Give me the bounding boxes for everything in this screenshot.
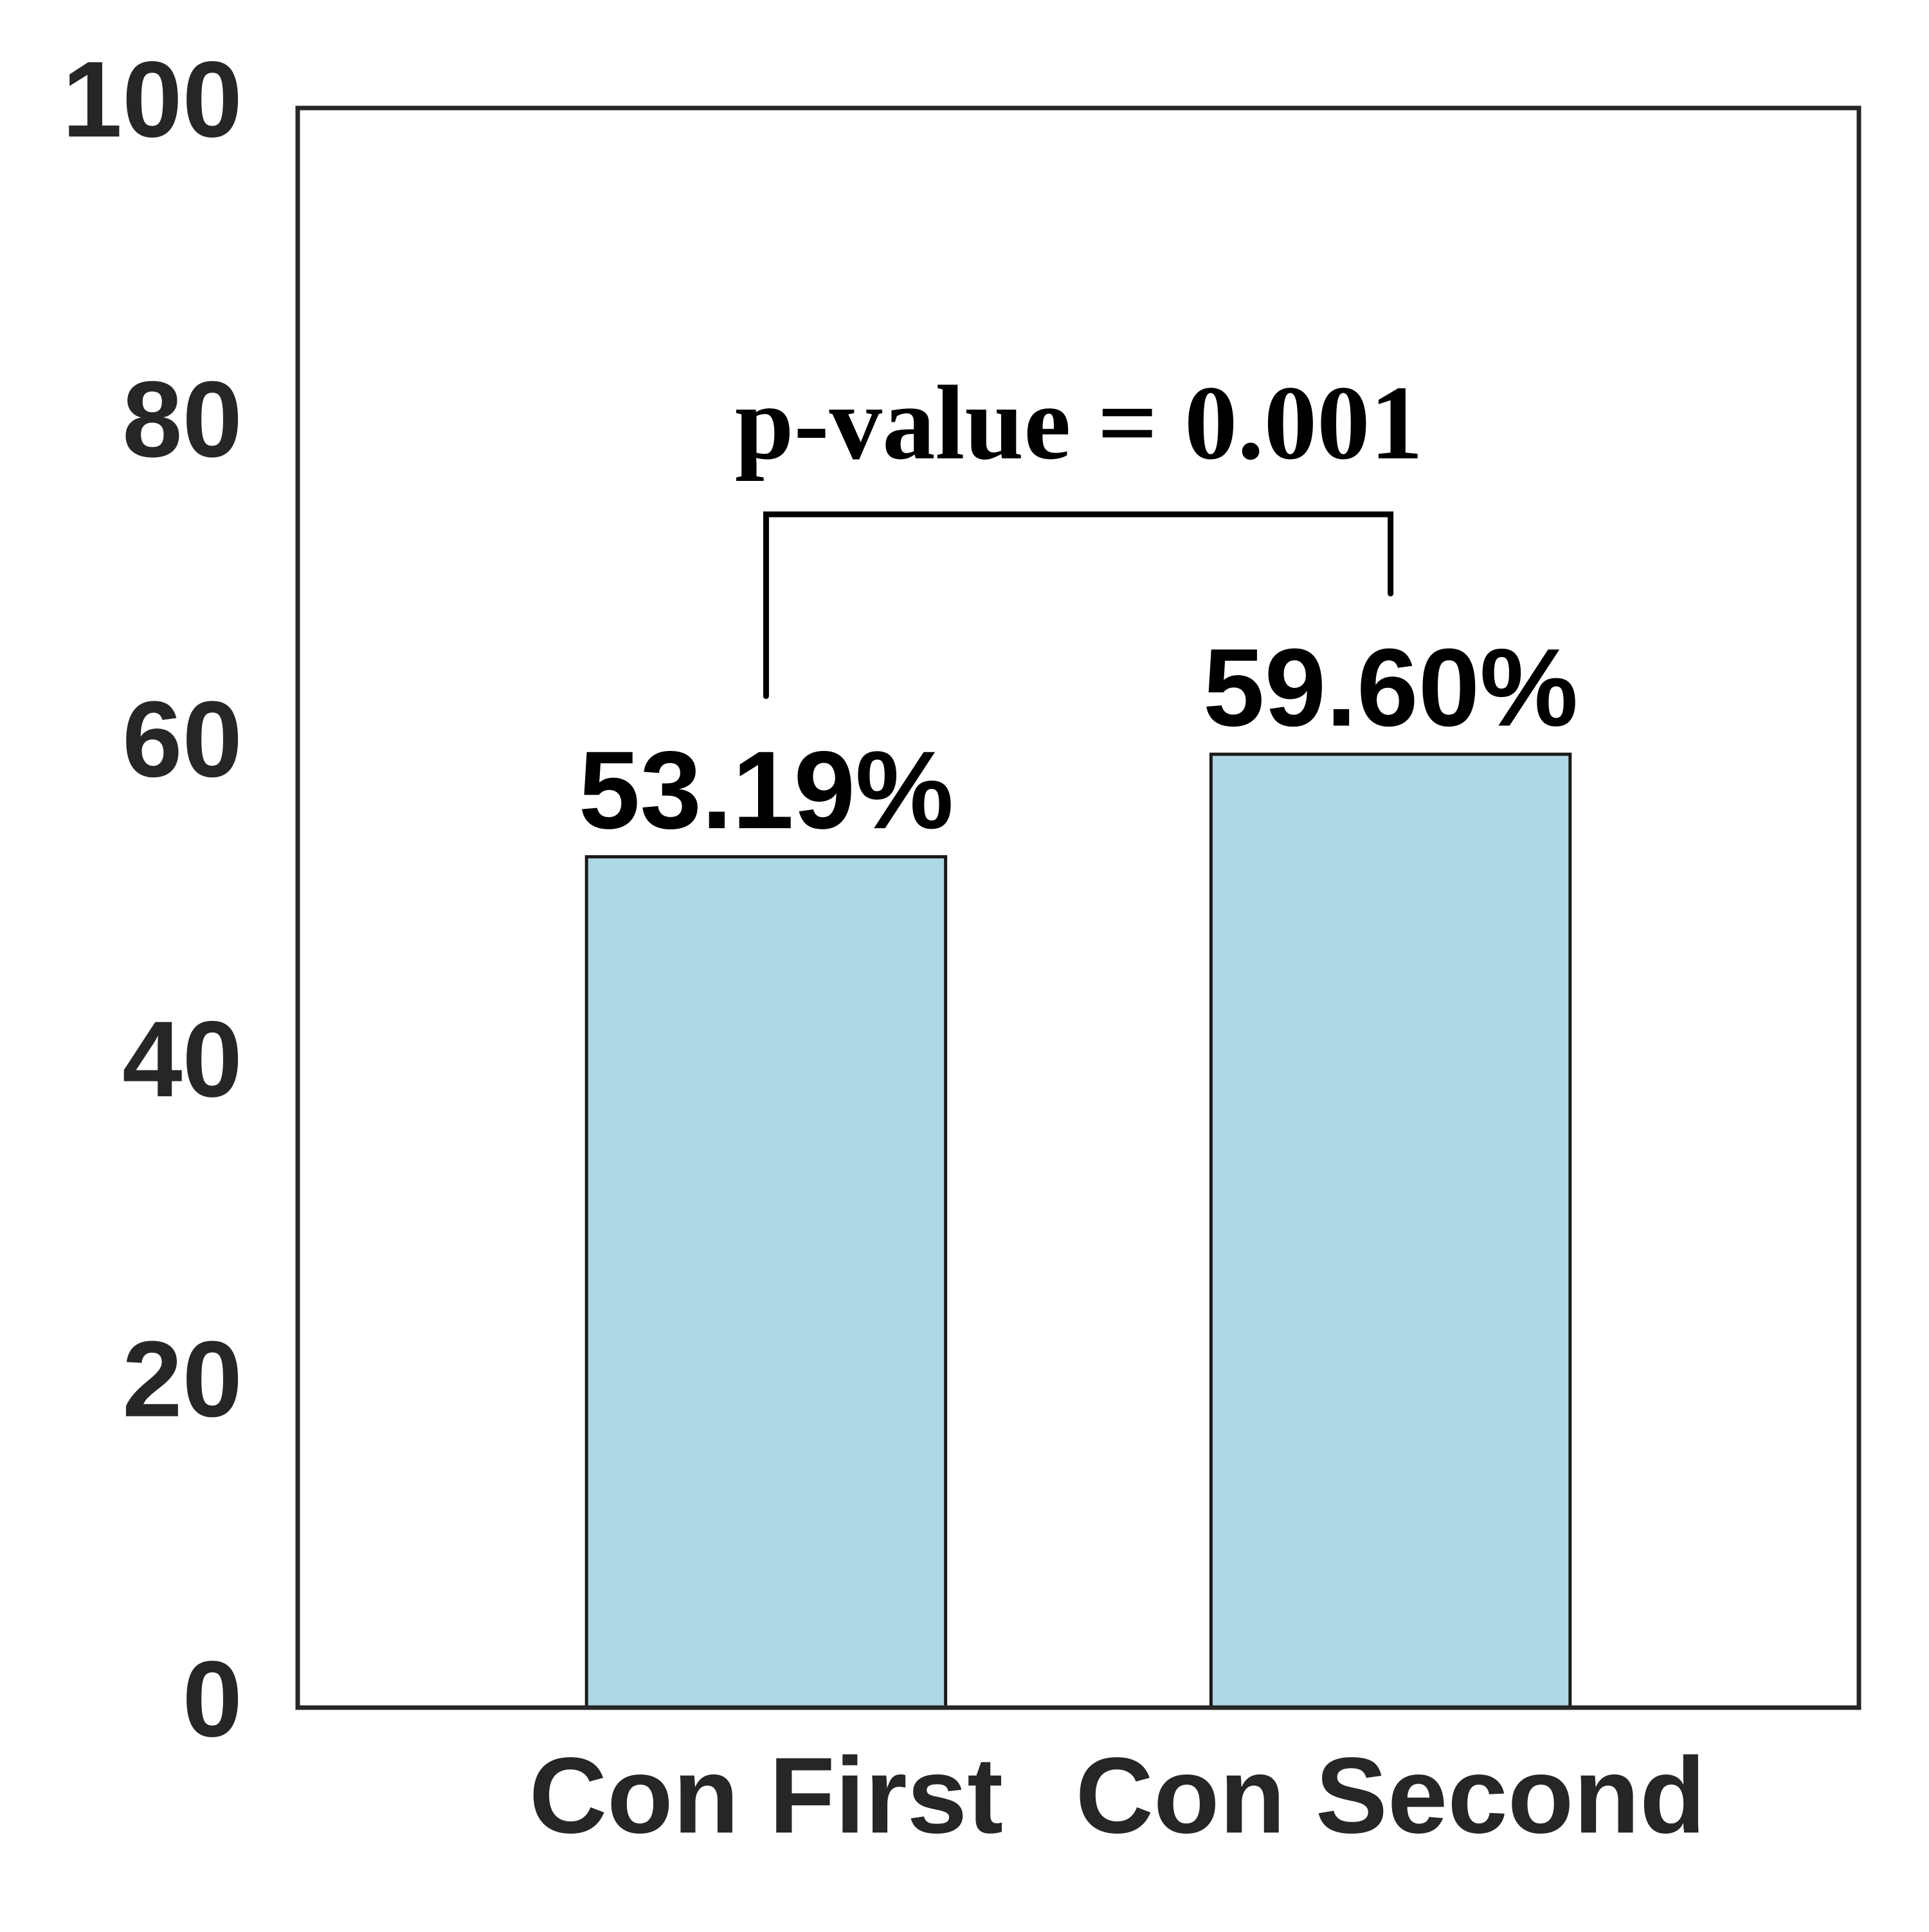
plot-frame [295,105,1861,1710]
y-tick-label: 0 [183,1638,242,1759]
x-tick-label: Con Second [1076,1735,1706,1855]
value-label: 59.60% [1203,626,1578,750]
y-tick-label: 40 [122,998,242,1119]
y-tick-label: 100 [62,39,242,159]
annotation: p-value = 0.001 [735,364,1423,482]
bar [1209,752,1572,1710]
bar [584,855,948,1710]
significance-bracket [763,511,1394,700]
y-tick-label: 20 [122,1319,242,1440]
x-tick-label: Con First [529,1735,1003,1855]
value-label: 53.19% [579,728,954,852]
y-tick-label: 80 [122,359,242,480]
y-tick-label: 60 [122,679,242,800]
